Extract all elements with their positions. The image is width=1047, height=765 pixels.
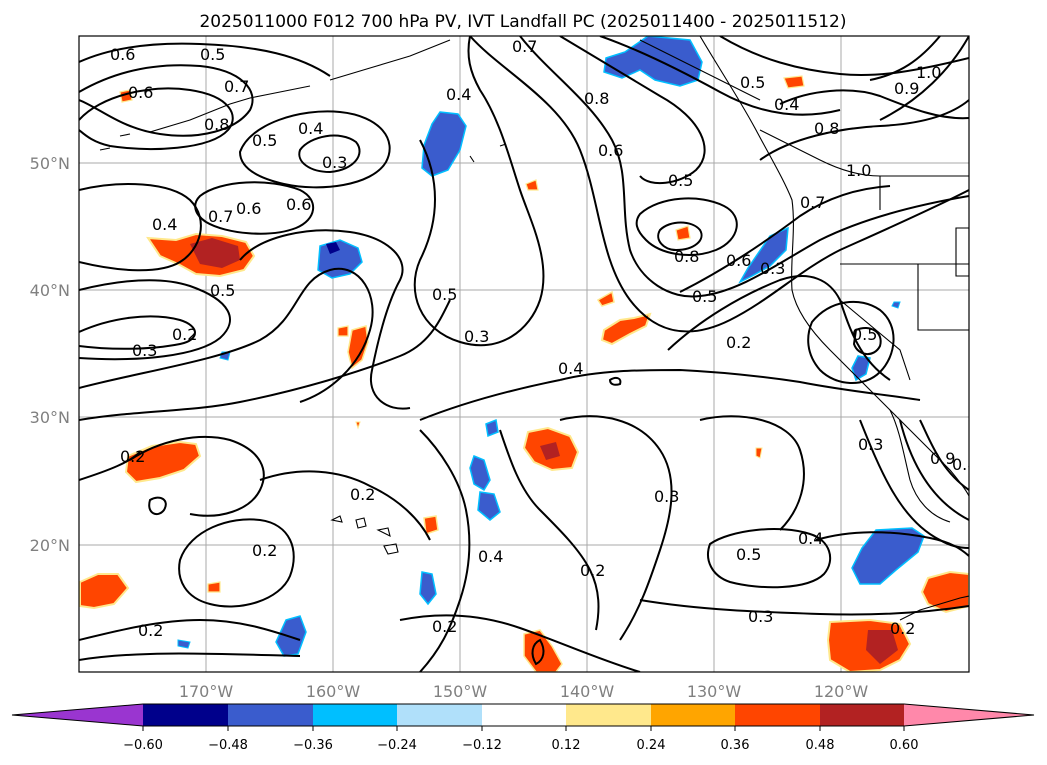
contour-label: 0.3 (748, 607, 773, 626)
colorbar-segment (482, 704, 566, 726)
contour-label: 0.6 (128, 83, 153, 102)
lat-label: 50°N (30, 154, 70, 173)
contour-label: 0.2 (138, 621, 163, 640)
longitude-labels: 170°W 160°W 150°W 140°W 130°W 120°W (179, 682, 869, 701)
contour-label: 0.4 (478, 547, 503, 566)
lat-label: 40°N (30, 281, 70, 300)
contour-label: 0.5 (740, 73, 765, 92)
contour-label: 0.7 (800, 193, 825, 212)
contour-label: 0.8 (674, 247, 699, 266)
colorbar-tick-label: 0.48 (806, 738, 835, 753)
colorbar-tick-label: 0.12 (552, 738, 581, 753)
lat-label: 30°N (30, 408, 70, 427)
colorbar-segment (651, 704, 735, 726)
lon-label: 140°W (560, 682, 615, 701)
colorbar-tick-label: −0.48 (208, 738, 248, 753)
colorbar-segment (228, 704, 313, 726)
contour-label: 0.4 (152, 215, 177, 234)
contour-label: 1.0 (916, 63, 941, 82)
colorbar-tick-label: −0.36 (293, 738, 333, 753)
contour-label: 0.8 (952, 455, 977, 474)
colorbar-segment (397, 704, 482, 726)
contour-label: 0.8 (204, 115, 229, 134)
contour-label: 0.3 (654, 487, 679, 506)
lon-label: 170°W (179, 682, 234, 701)
contour-label: 0.6 (110, 45, 135, 64)
colorbar-segment (735, 704, 820, 726)
contour-label: 0.3 (858, 435, 883, 454)
contour-label: 0.2 (350, 485, 375, 504)
lat-label: 20°N (30, 536, 70, 555)
colorbar-segment (143, 704, 228, 726)
map-area: 0.6 0.5 0.7 0.6 0.8 0.5 0.4 0.3 0.6 0.6 … (79, 36, 977, 672)
contour-label: 0.4 (774, 95, 799, 114)
contour-label: 1.0 (846, 161, 871, 180)
coastlines (99, 36, 969, 621)
contour-label: 0.9 (930, 449, 955, 468)
colorbar-segment (566, 704, 651, 726)
contour-label: 0.6 (598, 141, 623, 160)
colorbar-tick-label: −0.60 (123, 738, 163, 753)
contour-label: 0.5 (668, 171, 693, 190)
contour-label: 0.3 (132, 341, 157, 360)
contour-label: 0.7 (224, 77, 249, 96)
contour-label: 0.5 (736, 545, 761, 564)
colorbar-segment (904, 704, 1034, 726)
contour-label: 0.2 (432, 617, 457, 636)
colorbar: −0.60 −0.48 −0.36 −0.24 −0.12 0.12 0.24 … (11, 703, 1035, 753)
colorbar-tick-label: 0.24 (637, 738, 666, 753)
contour-label: 0.5 (252, 131, 277, 150)
contour-label: 0.7 (208, 207, 233, 226)
contour-label: 0.5 (692, 287, 717, 306)
colorbar-tick-label: 0.60 (890, 738, 919, 753)
contour-label: 0.5 (432, 285, 457, 304)
contour-label: 0.3 (760, 259, 785, 278)
contour-labels: 0.6 0.5 0.7 0.6 0.8 0.5 0.4 0.3 0.6 0.6 … (110, 37, 977, 640)
colorbar-ticks (142, 726, 905, 731)
colorbar-tick-label: 0.36 (721, 738, 750, 753)
contour-label: 0.3 (322, 153, 347, 172)
contour-label: 0.4 (798, 529, 823, 548)
contour-label: 0.8 (814, 119, 839, 138)
contour-label: 0.2 (172, 325, 197, 344)
contour-label: 0.2 (890, 619, 915, 638)
ivt-shading (79, 36, 969, 672)
contour-label: 0.9 (894, 79, 919, 98)
contour-label: 0.4 (558, 359, 583, 378)
colorbar-segment (820, 704, 904, 726)
pv-contours (79, 36, 969, 672)
lon-label: 130°W (687, 682, 742, 701)
contour-label: 0.2 (252, 541, 277, 560)
lon-label: 150°W (433, 682, 488, 701)
contour-label: 0.2 (580, 561, 605, 580)
contour-label: 0.2 (120, 447, 145, 466)
contour-label: 0.7 (512, 37, 537, 56)
contour-label: 0.5 (200, 45, 225, 64)
colorbar-tick-label: −0.24 (377, 738, 417, 753)
contour-label: 0.6 (236, 199, 261, 218)
colorbar-segment (12, 704, 143, 726)
figure-title: 2025011000 F012 700 hPa PV, IVT Landfall… (199, 12, 846, 32)
colorbar-segment (313, 704, 397, 726)
contour-label: 0.5 (852, 325, 877, 344)
contour-label: 0.6 (286, 195, 311, 214)
contour-label: 0.8 (584, 89, 609, 108)
latitude-labels: 50°N 40°N 30°N 20°N (30, 154, 70, 555)
lon-label: 120°W (814, 682, 869, 701)
contour-label: 0.6 (726, 251, 751, 270)
contour-label: 0.5 (210, 281, 235, 300)
colorbar-tick-label: −0.12 (462, 738, 502, 753)
contour-label: 0.2 (726, 333, 751, 352)
contour-label: 0.4 (298, 119, 323, 138)
contour-label: 0.4 (446, 85, 471, 104)
map-frame (78, 35, 970, 673)
lon-label: 160°W (306, 682, 361, 701)
contour-label: 0.3 (464, 327, 489, 346)
